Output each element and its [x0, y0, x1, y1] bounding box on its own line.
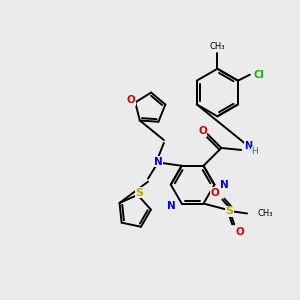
Text: N: N: [154, 157, 162, 167]
Text: N: N: [244, 141, 252, 151]
Text: O: O: [210, 188, 219, 198]
Text: N: N: [167, 200, 176, 211]
Text: O: O: [127, 95, 136, 105]
Text: O: O: [198, 126, 207, 136]
Text: N: N: [220, 180, 229, 190]
Text: H: H: [251, 147, 258, 156]
Text: S: S: [225, 206, 233, 217]
Text: O: O: [236, 227, 244, 237]
Text: CH₃: CH₃: [258, 209, 274, 218]
Text: Cl: Cl: [254, 70, 265, 80]
Text: S: S: [136, 188, 144, 198]
Text: CH₃: CH₃: [210, 43, 225, 52]
